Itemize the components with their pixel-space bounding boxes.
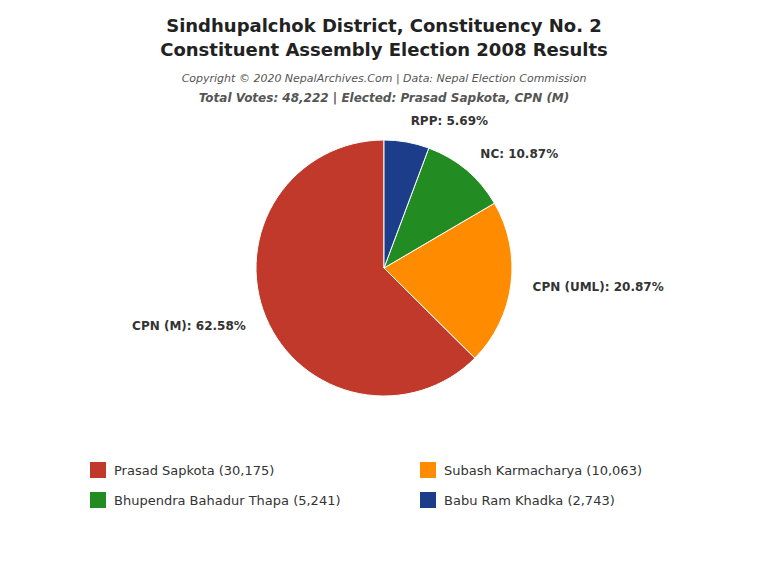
legend-swatch <box>90 462 106 478</box>
chart: Sindhupalchok District, Constituency No.… <box>0 0 768 576</box>
data-labels: CPN (M): 62.58% CPN (UML): 20.87% NC: 10.8… <box>132 114 664 333</box>
legend-entry: Babu Ram Khadka (2,743) <box>444 493 615 508</box>
legend-entry: Bhupendra Bahadur Thapa (5,241) <box>114 493 341 508</box>
legend-swatch <box>90 492 106 508</box>
data-label: CPN (UML): 20.87% <box>533 280 664 294</box>
annotation: Copyright © 2020 NepalArchives.Com | Dat… <box>182 72 587 85</box>
data-label: RPP: 5.69% <box>411 114 488 128</box>
title: Constituent Assembly Election 2008 Resul… <box>160 39 608 60</box>
pie-slice <box>384 140 429 268</box>
legend: Prasad Sapkota (30,175) Subash Karmachary… <box>90 462 642 508</box>
data-label: CPN (M): 62.58% <box>132 319 246 333</box>
legend-swatch <box>420 492 436 508</box>
annotation: Total Votes: 48,222 | Elected: Prasad Sa… <box>199 91 570 105</box>
legend-swatch <box>420 462 436 478</box>
legend-entry: Prasad Sapkota (30,175) <box>114 463 274 478</box>
pie <box>256 140 512 396</box>
legend-entry: Subash Karmacharya (10,063) <box>444 463 642 478</box>
title: Sindhupalchok District, Constituency No.… <box>166 15 602 36</box>
data-label: NC: 10.87% <box>480 147 558 161</box>
